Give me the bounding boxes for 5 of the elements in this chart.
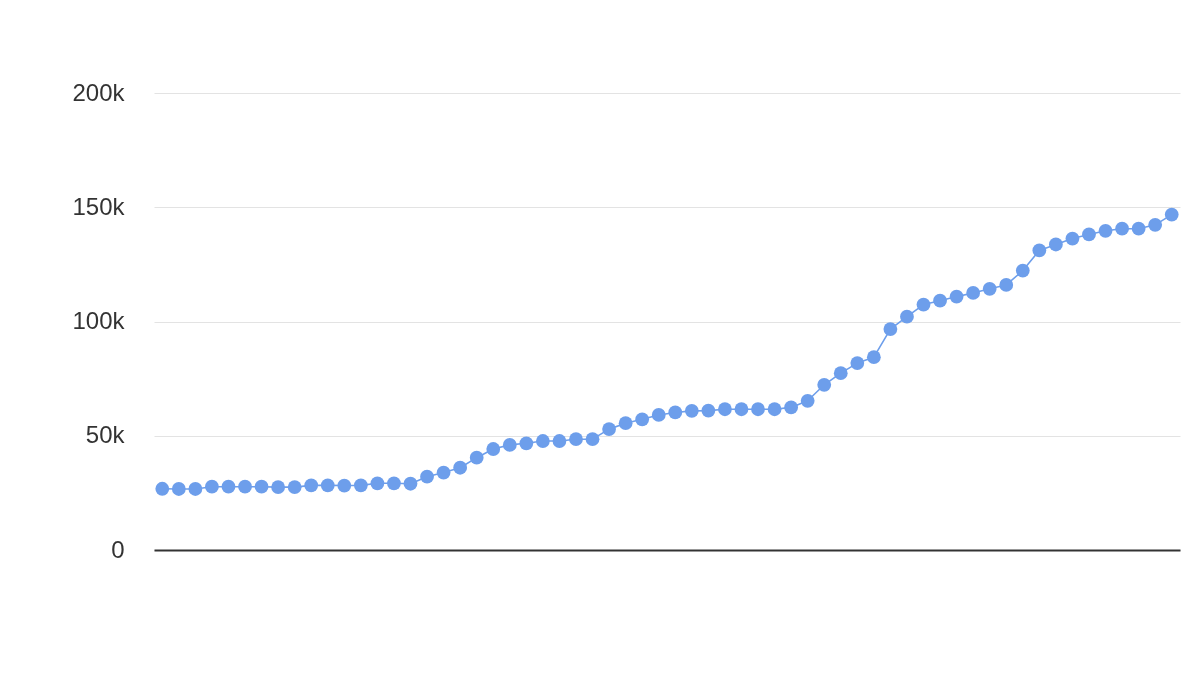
y-tick-label: 100k xyxy=(72,307,126,334)
y-tick-label: 50k xyxy=(85,421,126,449)
y-tick-label: 200k xyxy=(72,78,126,106)
y-tick-label: 150k xyxy=(72,192,126,220)
y-tick-label: 0 xyxy=(111,535,125,563)
